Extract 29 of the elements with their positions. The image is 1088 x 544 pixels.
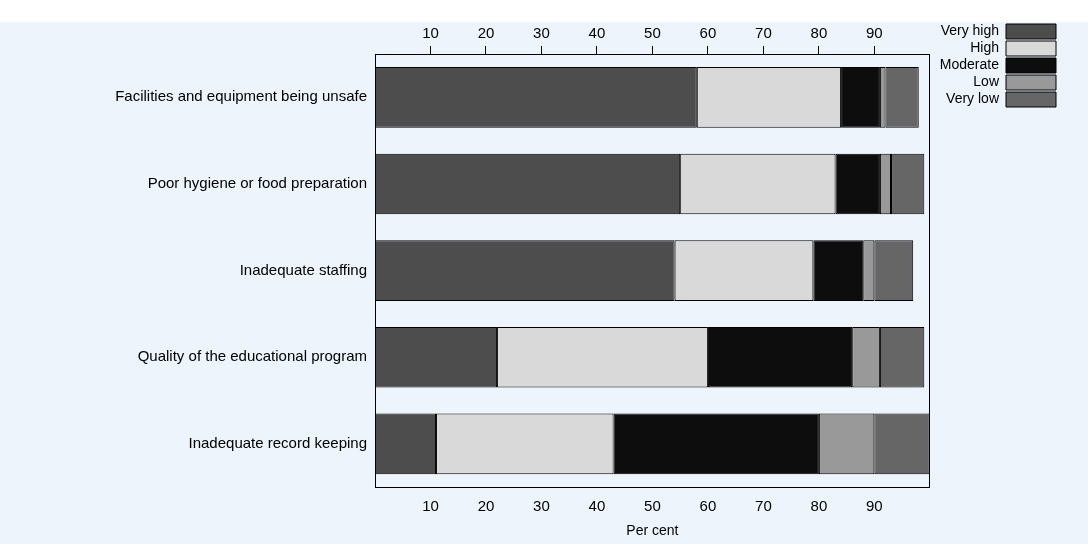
- legend-label: Very low: [946, 90, 1000, 107]
- x-tick-label: 30: [533, 24, 550, 42]
- x2-tick-label: 20: [477, 497, 495, 515]
- y-tick-label: Inadequate staffing: [239, 260, 367, 278]
- x-tick-label: 50: [644, 24, 661, 42]
- x2-tick-label: 70: [755, 497, 772, 515]
- x-tick-label: 90: [866, 24, 883, 42]
- y-tick-label: Quality of the educational program: [137, 347, 367, 365]
- legend-label: High: [970, 39, 999, 56]
- x-tick-label: 80: [810, 24, 828, 42]
- y-tick-label: Poor hygiene or food preparation: [147, 174, 367, 192]
- x2-tick-label: 80: [810, 497, 828, 515]
- x-tick-label: 60: [699, 24, 717, 42]
- x2-tick-label: 50: [644, 497, 661, 515]
- y-tick-label: Facilities and equipment being unsafe: [115, 87, 367, 105]
- x2-tick-label: 10: [422, 497, 439, 515]
- x2-tick-label: 60: [699, 497, 717, 515]
- legend-label: Very high: [940, 22, 999, 39]
- x-axis-title: Per cent: [626, 522, 679, 539]
- x-tick-label: 70: [755, 24, 772, 42]
- x2-tick-label: 30: [533, 497, 550, 515]
- x-tick-label: 40: [588, 24, 606, 42]
- x-tick-label: 20: [477, 24, 495, 42]
- legend-label: Low: [973, 73, 1000, 90]
- y-tick-label: Inadequate record keeping: [188, 434, 367, 452]
- x2-tick-label: 90: [866, 497, 883, 515]
- legend-label: Moderate: [939, 56, 1000, 73]
- x-tick-label: 10: [422, 24, 439, 42]
- x2-tick-label: 40: [588, 497, 606, 515]
